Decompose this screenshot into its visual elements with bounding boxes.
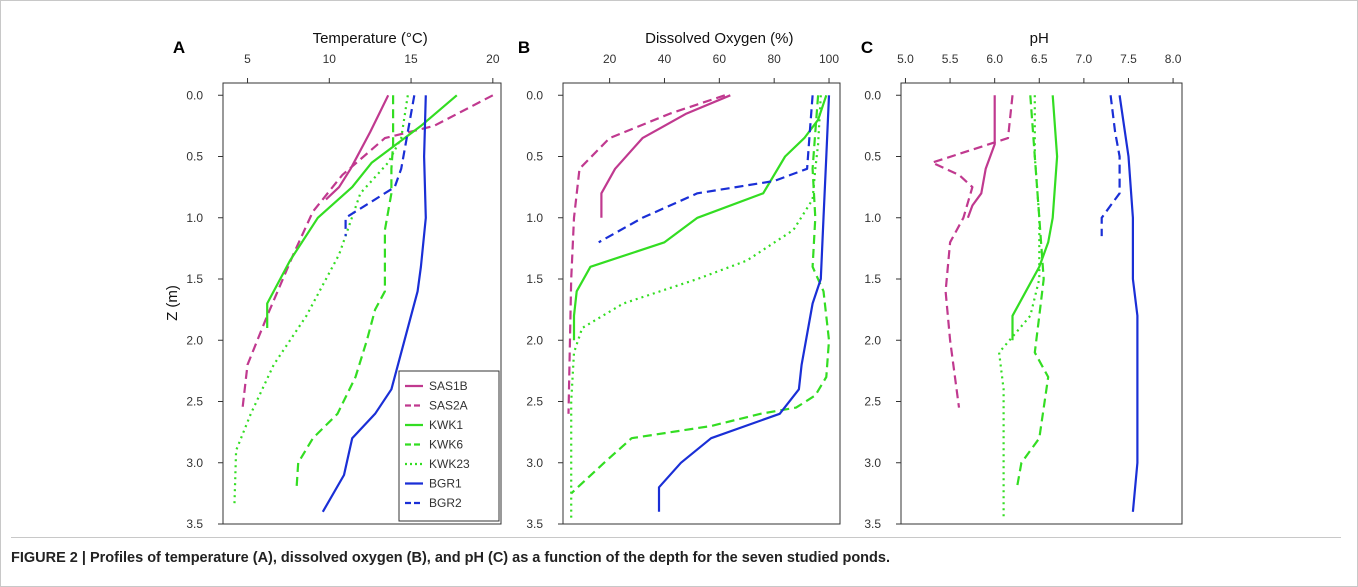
legend-label-sas1b: SAS1B: [429, 379, 468, 393]
x-axis-title-C: pH: [1030, 30, 1049, 47]
legend-label-kwk23: KWK23: [429, 457, 470, 471]
series-line-C-bgr1: [1118, 95, 1139, 512]
series-line-B-kwk23: [570, 95, 822, 518]
y-tick-label-A: 0.0: [186, 88, 203, 102]
y-tick-label-A: 1.0: [186, 211, 203, 225]
y-tick-label-A: 1.5: [186, 272, 203, 286]
panel-letter-A: A: [173, 38, 185, 57]
series-line-A-kwk6: [295, 95, 395, 488]
series-line-C-kwk23: [997, 95, 1041, 518]
series-line-C-bgr2: [1100, 95, 1121, 237]
y-axis-label: Z (m): [164, 285, 181, 321]
series-line-B-kwk1: [572, 94, 828, 341]
y-tick-label-C: 3.0: [864, 456, 881, 470]
y-tick-label-B: 1.0: [526, 211, 543, 225]
series-line-A-sas2a: [241, 94, 494, 408]
legend-label-kwk1: KWK1: [429, 418, 463, 432]
x-tick-label-A: 5: [244, 52, 251, 66]
series-line-B-kwk6: [570, 95, 831, 495]
y-tick-label-A: 3.0: [186, 456, 203, 470]
legend-label-kwk6: KWK6: [429, 438, 463, 452]
panel-A-frame: [222, 82, 502, 525]
x-tick-label-C: 6.5: [1031, 52, 1048, 66]
series-line-B-bgr2: [598, 95, 814, 244]
legend-label-bgr1: BGR1: [429, 477, 462, 491]
x-tick-label-A: 15: [404, 52, 418, 66]
x-tick-label-B: 80: [767, 52, 781, 66]
y-tick-label-C: 0.5: [864, 150, 881, 164]
series-line-B-sas1b: [600, 94, 731, 218]
series-line-C-kwk1: [1011, 95, 1059, 341]
x-tick-label-C: 7.5: [1120, 52, 1137, 66]
series-line-C-kwk6: [1015, 95, 1050, 488]
legend-box: [398, 370, 500, 522]
y-tick-label-A: 0.5: [186, 150, 203, 164]
series-line-B-bgr1: [657, 95, 831, 512]
x-tick-label-C: 5.5: [942, 52, 959, 66]
x-tick-label-C: 5.0: [897, 52, 914, 66]
figure-caption: FIGURE 2 | Profiles of temperature (A), …: [11, 537, 1341, 566]
x-tick-label-C: 7.0: [1076, 52, 1093, 66]
x-tick-label-B: 100: [819, 52, 839, 66]
panel-letter-C: C: [861, 38, 873, 57]
x-axis-title-A: Temperature (°C): [313, 30, 428, 47]
y-tick-label-C: 0.0: [864, 88, 881, 102]
figure-plot: A Temperature (°C) 5 10 15 20 0.0 0.5 1.0 1.5 2.0 2…: [164, 30, 1183, 531]
x-axis-title-B: Dissolved Oxygen (%): [645, 30, 793, 47]
panel-letter-B: B: [518, 38, 530, 57]
x-tick-label-B: 60: [713, 52, 727, 66]
x-tick-label-A: 10: [323, 52, 337, 66]
y-tick-label-C: 1.5: [864, 272, 881, 286]
y-tick-label-B: 2.0: [526, 333, 543, 347]
y-tick-label-B: 1.5: [526, 272, 543, 286]
y-tick-label-B: 3.0: [526, 456, 543, 470]
series-line-A-kwk23: [233, 95, 409, 506]
y-tick-label-C: 2.5: [864, 395, 881, 409]
y-tick-label-B: 3.5: [526, 517, 543, 531]
series-line-B-sas2a: [567, 94, 726, 414]
y-tick-label-C: 3.5: [864, 517, 881, 531]
panel-C-frame: [900, 82, 1183, 525]
y-tick-label-A: 2.5: [186, 395, 203, 409]
legend-label-sas2a: SAS2A: [429, 399, 468, 413]
x-tick-label-C: 6.0: [986, 52, 1003, 66]
panel-B-frame: [562, 82, 841, 525]
y-tick-label-B: 0.5: [526, 150, 543, 164]
series-line-A-bgr2: [344, 95, 416, 237]
series-line-C-sas1b: [966, 95, 996, 219]
y-tick-label-B: 2.5: [526, 395, 543, 409]
x-tick-label-B: 40: [658, 52, 672, 66]
y-tick-label-A: 3.5: [186, 517, 203, 531]
y-tick-label-A: 2.0: [186, 333, 203, 347]
y-tick-label-C: 2.0: [864, 333, 881, 347]
series-line-A-bgr1: [321, 95, 427, 513]
legend-label-bgr2: BGR2: [429, 496, 462, 510]
y-tick-label-C: 1.0: [864, 211, 881, 225]
series-line-C-sas2a: [931, 95, 1014, 408]
x-tick-label-A: 20: [486, 52, 500, 66]
x-tick-label-B: 20: [603, 52, 617, 66]
x-tick-label-C: 8.0: [1165, 52, 1182, 66]
y-tick-label-B: 0.0: [526, 88, 543, 102]
series-line-A-kwk1: [266, 94, 458, 328]
